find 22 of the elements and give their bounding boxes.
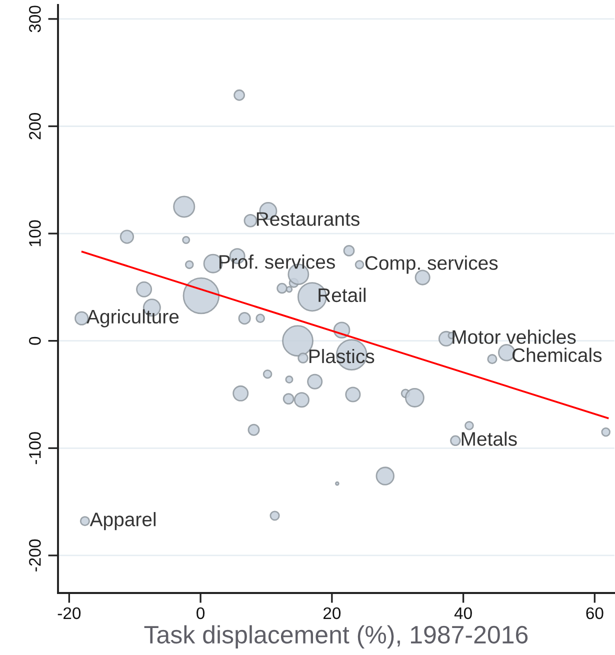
annotation: Retail bbox=[318, 288, 366, 302]
annotation: Metals bbox=[462, 432, 517, 446]
annotation: Comp. services bbox=[365, 256, 498, 274]
y-tick-label: -100 bbox=[29, 432, 41, 464]
y-tick-label: 0 bbox=[29, 336, 41, 345]
annotation: Restaurants bbox=[256, 212, 360, 226]
annotation: Agriculture bbox=[86, 309, 179, 328]
y-tick-label: 200 bbox=[29, 112, 41, 140]
y-tick-label: -200 bbox=[29, 539, 41, 572]
x-tick-label: 20 bbox=[323, 607, 341, 620]
x-tick-label: -20 bbox=[58, 607, 81, 620]
x-tick-label: 60 bbox=[586, 607, 604, 620]
annotation: Apparel bbox=[90, 512, 156, 530]
x-axis-title: Task displacement (%), 1987-2016 bbox=[144, 625, 528, 649]
y-tick-label: 300 bbox=[29, 6, 41, 32]
x-tick-label: 40 bbox=[454, 607, 472, 620]
annotation: Plastics bbox=[309, 348, 374, 364]
annotation: Chemicals bbox=[512, 348, 602, 362]
annotation: Motor vehicles bbox=[452, 330, 576, 344]
x-tick-label: 0 bbox=[196, 607, 205, 620]
y-tick-label: 100 bbox=[29, 220, 41, 246]
annotation: Prof. services bbox=[219, 254, 335, 269]
